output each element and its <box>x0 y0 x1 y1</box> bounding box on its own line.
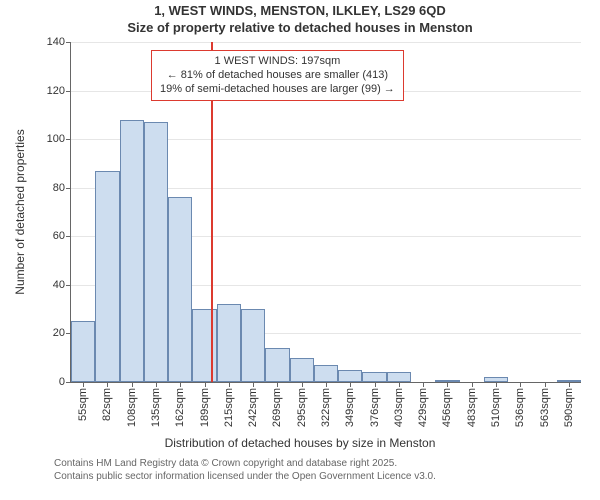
y-tick-label: 100 <box>47 133 71 145</box>
histogram-bar <box>144 122 168 382</box>
chart-container: 1, WEST WINDS, MENSTON, ILKLEY, LS29 6QD… <box>0 0 600 500</box>
y-tick-label: 40 <box>53 279 71 291</box>
annotation-line: ← 81% of detached houses are smaller (41… <box>160 69 395 83</box>
x-tick-mark <box>423 382 424 387</box>
x-tick-label: 135sqm <box>150 388 162 427</box>
x-tick-mark <box>205 382 206 387</box>
histogram-bar <box>241 309 265 382</box>
x-tick-mark <box>156 382 157 387</box>
annotation-line: 1 WEST WINDS: 197sqm <box>160 55 395 69</box>
histogram-bar <box>71 321 95 382</box>
plot-area: 02040608010012014055sqm82sqm108sqm135sqm… <box>70 42 581 383</box>
y-tick-label: 80 <box>53 182 71 194</box>
histogram-bar <box>484 377 508 382</box>
chart-title-line-2: Size of property relative to detached ho… <box>0 20 600 35</box>
x-tick-mark <box>326 382 327 387</box>
x-tick-label: 403sqm <box>393 388 405 427</box>
x-tick-label: 215sqm <box>223 388 235 427</box>
x-tick-label: 189sqm <box>199 388 211 427</box>
x-tick-mark <box>302 382 303 387</box>
x-tick-label: 82sqm <box>101 388 113 421</box>
x-tick-label: 108sqm <box>126 388 138 427</box>
x-axis-label: Distribution of detached houses by size … <box>0 436 600 450</box>
x-tick-mark <box>472 382 473 387</box>
histogram-bar <box>120 120 144 382</box>
x-tick-label: 590sqm <box>563 388 575 427</box>
histogram-bar <box>557 380 581 382</box>
x-tick-mark <box>496 382 497 387</box>
x-tick-label: 162sqm <box>174 388 186 427</box>
footnote-line-1: Contains HM Land Registry data © Crown c… <box>54 458 436 471</box>
x-tick-mark <box>83 382 84 387</box>
chart-title-line-1: 1, WEST WINDS, MENSTON, ILKLEY, LS29 6QD <box>0 3 600 18</box>
x-tick-label: 295sqm <box>296 388 308 427</box>
y-axis-label: Number of detached properties <box>13 129 27 294</box>
x-tick-label: 536sqm <box>514 388 526 427</box>
y-tick-label: 140 <box>47 36 71 48</box>
x-tick-label: 269sqm <box>271 388 283 427</box>
histogram-bar <box>192 309 216 382</box>
x-tick-label: 349sqm <box>344 388 356 427</box>
x-tick-mark <box>253 382 254 387</box>
x-tick-mark <box>107 382 108 387</box>
footnote-line-2: Contains public sector information licen… <box>54 471 436 484</box>
x-tick-mark <box>350 382 351 387</box>
histogram-bar <box>265 348 289 382</box>
y-tick-label: 120 <box>47 85 71 97</box>
histogram-bar <box>168 197 192 382</box>
x-tick-mark <box>569 382 570 387</box>
y-tick-label: 0 <box>59 376 71 388</box>
y-tick-label: 20 <box>53 327 71 339</box>
histogram-bar <box>387 372 411 382</box>
x-tick-label: 510sqm <box>490 388 502 427</box>
x-tick-mark <box>520 382 521 387</box>
x-tick-label: 563sqm <box>539 388 551 427</box>
x-tick-label: 376sqm <box>369 388 381 427</box>
x-tick-label: 483sqm <box>466 388 478 427</box>
annotation-line: 19% of semi-detached houses are larger (… <box>160 83 395 97</box>
x-tick-mark <box>545 382 546 387</box>
x-tick-mark <box>229 382 230 387</box>
x-tick-mark <box>132 382 133 387</box>
x-tick-mark <box>277 382 278 387</box>
histogram-bar <box>435 380 459 382</box>
annotation-box: 1 WEST WINDS: 197sqm← 81% of detached ho… <box>151 50 404 101</box>
footnote: Contains HM Land Registry data © Crown c… <box>54 458 436 483</box>
histogram-bar <box>314 365 338 382</box>
x-tick-mark <box>447 382 448 387</box>
histogram-bar <box>95 171 119 382</box>
histogram-bar <box>217 304 241 382</box>
y-tick-label: 60 <box>53 230 71 242</box>
histogram-bar <box>362 372 386 382</box>
x-tick-label: 456sqm <box>441 388 453 427</box>
x-tick-mark <box>180 382 181 387</box>
x-tick-label: 55sqm <box>77 388 89 421</box>
x-tick-mark <box>399 382 400 387</box>
histogram-bar <box>338 370 362 382</box>
x-tick-label: 322sqm <box>320 388 332 427</box>
x-tick-label: 242sqm <box>247 388 259 427</box>
x-tick-label: 429sqm <box>417 388 429 427</box>
histogram-bar <box>290 358 314 382</box>
x-tick-mark <box>375 382 376 387</box>
